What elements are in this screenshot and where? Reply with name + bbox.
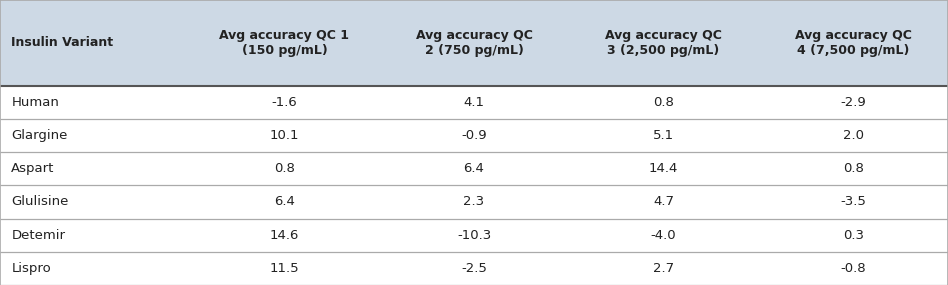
Text: Lispro: Lispro (11, 262, 51, 275)
Text: Avg accuracy QC 1
(150 pg/mL): Avg accuracy QC 1 (150 pg/mL) (219, 29, 350, 57)
Text: 2.0: 2.0 (843, 129, 864, 142)
Text: -4.0: -4.0 (650, 229, 677, 242)
Bar (0, 219, 948, 252)
Text: 4.7: 4.7 (653, 196, 674, 208)
Text: Avg accuracy QC
4 (7,500 pg/mL): Avg accuracy QC 4 (7,500 pg/mL) (794, 29, 912, 57)
Text: Glargine: Glargine (11, 129, 67, 142)
Bar (0, 152, 948, 185)
Bar (0, 119, 948, 152)
Bar (0, 86, 948, 119)
Text: Detemir: Detemir (11, 229, 65, 242)
Text: 11.5: 11.5 (269, 262, 300, 275)
Text: 0.8: 0.8 (274, 162, 295, 175)
Text: 0.3: 0.3 (843, 229, 864, 242)
Text: -3.5: -3.5 (840, 196, 866, 208)
Text: 0.8: 0.8 (653, 96, 674, 109)
Text: Human: Human (11, 96, 60, 109)
Text: 2.3: 2.3 (464, 196, 484, 208)
Text: Insulin Variant: Insulin Variant (11, 36, 114, 49)
Bar (0, 185, 948, 219)
Text: Avg accuracy QC
2 (750 pg/mL): Avg accuracy QC 2 (750 pg/mL) (415, 29, 533, 57)
Text: 10.1: 10.1 (269, 129, 300, 142)
Text: -2.5: -2.5 (461, 262, 487, 275)
Text: 4.1: 4.1 (464, 96, 484, 109)
Text: 2.7: 2.7 (653, 262, 674, 275)
Text: 0.8: 0.8 (843, 162, 864, 175)
Text: 6.4: 6.4 (464, 162, 484, 175)
Text: 6.4: 6.4 (274, 196, 295, 208)
Text: 14.4: 14.4 (649, 162, 678, 175)
Text: Glulisine: Glulisine (11, 196, 69, 208)
Text: Aspart: Aspart (11, 162, 55, 175)
Text: -0.9: -0.9 (461, 129, 487, 142)
Text: -10.3: -10.3 (457, 229, 491, 242)
Text: 5.1: 5.1 (653, 129, 674, 142)
Text: -1.6: -1.6 (271, 96, 298, 109)
Text: -0.8: -0.8 (840, 262, 866, 275)
Bar (0, 0, 948, 86)
Text: Avg accuracy QC
3 (2,500 pg/mL): Avg accuracy QC 3 (2,500 pg/mL) (605, 29, 722, 57)
Text: 14.6: 14.6 (270, 229, 299, 242)
Text: -2.9: -2.9 (840, 96, 866, 109)
Bar (0, 252, 948, 285)
